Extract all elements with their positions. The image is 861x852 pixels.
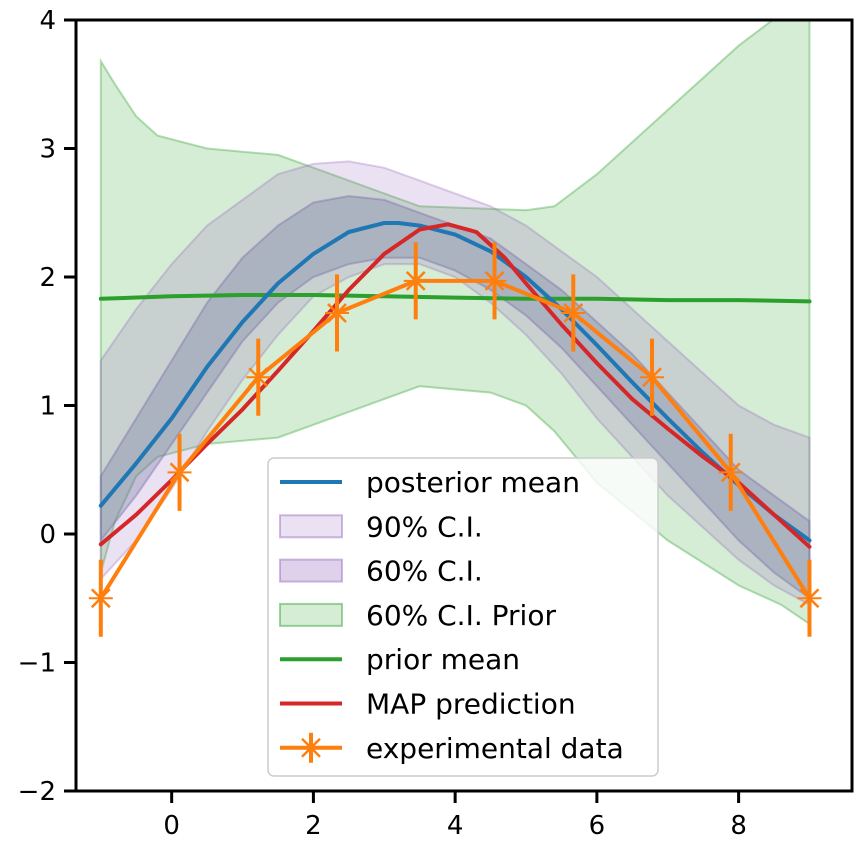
legend-label: posterior mean [366,466,580,499]
experimental-points [88,242,822,637]
y-tick-label: 1 [39,392,56,422]
y-tick-label: −1 [18,649,56,679]
legend-swatch [301,737,321,758]
y-tick-label: 4 [39,6,56,36]
legend-item-experimental-data: experimental data [280,732,624,765]
data-point [246,367,271,388]
legend-item-60pct-c-i: 60% C.I. [279,555,483,588]
legend-label: prior mean [366,643,520,676]
legend-label: 60% C.I. [366,555,483,588]
data-point [640,367,665,388]
legend-label: 60% C.I. Prior [366,599,556,632]
x-axis: 0 2 4 6 8 [163,791,747,841]
y-axis: −2 −1 0 1 2 3 4 [18,6,76,807]
legend-item-map-prediction: MAP prediction [280,688,576,721]
legend-label: 90% C.I. [366,510,483,543]
legend-swatch [279,602,343,627]
x-tick-label: 8 [730,811,747,841]
legend-box [267,457,659,777]
legend-label: MAP prediction [366,688,576,721]
y-tick-label: −2 [18,777,56,807]
legend: posterior mean 90% C.I. 60% C.I. 60% C.I. P… [267,457,659,777]
data-point [561,303,586,323]
legend-item-90pct-c-i: 90% C.I. [279,510,483,543]
data-point [718,462,743,483]
line-posterior-mean [98,221,812,543]
legend-swatch [279,558,343,583]
legend-item-posterior-mean: posterior mean [280,466,580,499]
line-map-prediction [98,222,812,549]
data-point [325,303,350,323]
y-tick-label: 2 [39,263,56,293]
y-tick-label: 3 [39,135,56,165]
x-tick-label: 2 [305,811,322,841]
x-tick-label: 6 [589,811,606,841]
y-tick-label: 0 [39,520,56,550]
data-point [797,588,822,609]
legend-swatch [279,514,343,539]
line-experimental-data [99,278,812,600]
x-tick-label: 4 [447,811,464,841]
data-point [167,462,192,483]
legend-item-60pct-c-i-prior: 60% C.I. Prior [279,599,556,632]
series-lines [98,221,812,549]
line-prior-mean [98,293,812,304]
data-point [482,270,507,291]
data-point [88,588,113,609]
legend-label: experimental data [366,732,624,765]
data-point [403,270,428,291]
legend-item-prior-mean: prior mean [280,643,520,676]
x-tick-label: 0 [163,811,180,841]
